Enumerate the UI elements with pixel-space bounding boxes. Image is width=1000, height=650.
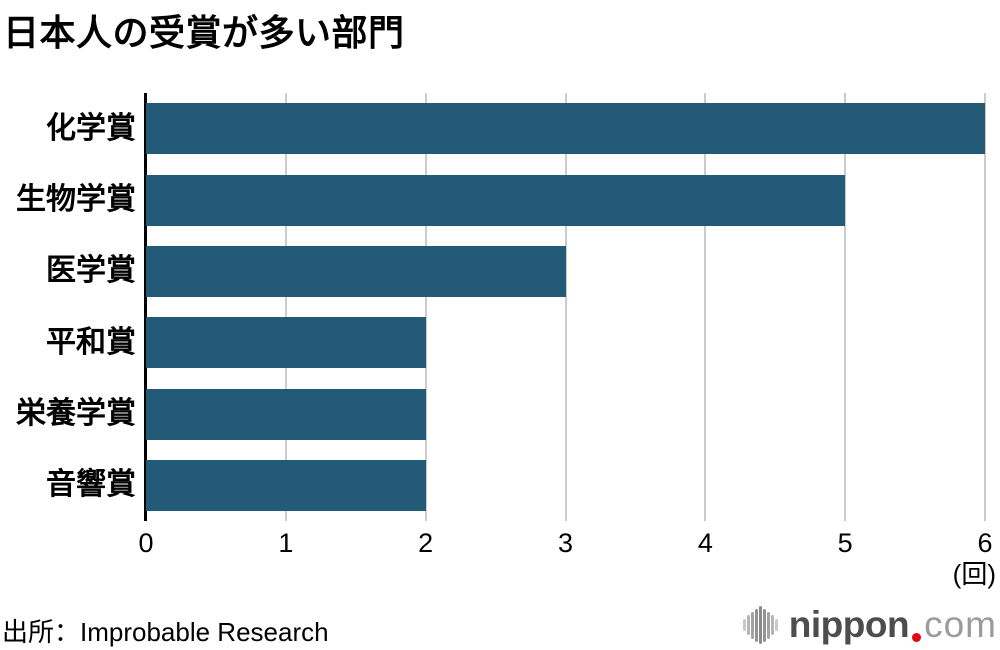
category-label: 栄養学賞	[16, 397, 136, 430]
waveform-bar	[742, 619, 746, 631]
bar-chart: 0 1 2 3 4 5 6 化学賞生物学賞医学賞平和賞栄養学賞音響賞	[0, 93, 1000, 558]
nippon-logo: nippon com	[742, 600, 997, 650]
chart-title: 日本人の受賞が多い部門	[3, 12, 405, 53]
waveform-icon	[742, 605, 779, 645]
x-tick-label: 4	[697, 528, 713, 558]
x-tick-label: 2	[418, 528, 434, 558]
gridline	[984, 93, 986, 521]
x-tick-label: 3	[557, 528, 574, 558]
category-label: 平和賞	[46, 325, 136, 359]
gridline	[284, 93, 287, 521]
waveform-bar	[766, 611, 770, 639]
gridline	[704, 93, 707, 521]
x-tick-label: 5	[837, 528, 853, 558]
logo-brand-text: nippon	[788, 604, 910, 645]
bar	[146, 245, 566, 297]
gridline	[564, 93, 567, 521]
waveform-bar	[762, 608, 766, 642]
y-axis-line	[144, 93, 147, 521]
waveform-bar	[750, 611, 754, 639]
x-tick-label: 0	[138, 528, 154, 558]
waveform-bar	[758, 606, 762, 644]
category-label: 化学賞	[46, 111, 136, 145]
logo-dot-icon	[912, 633, 922, 642]
bar	[146, 388, 426, 440]
x-tick-label: 6	[977, 528, 993, 558]
bar	[146, 459, 426, 511]
waveform-bar	[754, 608, 758, 642]
category-label: 医学賞	[46, 254, 136, 288]
waveform-bar	[770, 615, 774, 635]
bar	[146, 103, 985, 155]
logo-tld-text: com	[924, 604, 997, 645]
category-label: 生物学賞	[16, 183, 136, 216]
source-text: 出所：Improbable Research	[2, 617, 329, 647]
x-tick-label: 1	[278, 528, 294, 558]
bar	[146, 174, 846, 226]
bar	[146, 317, 426, 369]
x-axis-unit-label: (回)	[952, 559, 996, 589]
gridline	[424, 93, 427, 521]
waveform-bar	[746, 615, 750, 635]
waveform-bar	[774, 619, 778, 631]
gridline	[844, 93, 847, 521]
category-label: 音響賞	[46, 468, 136, 502]
